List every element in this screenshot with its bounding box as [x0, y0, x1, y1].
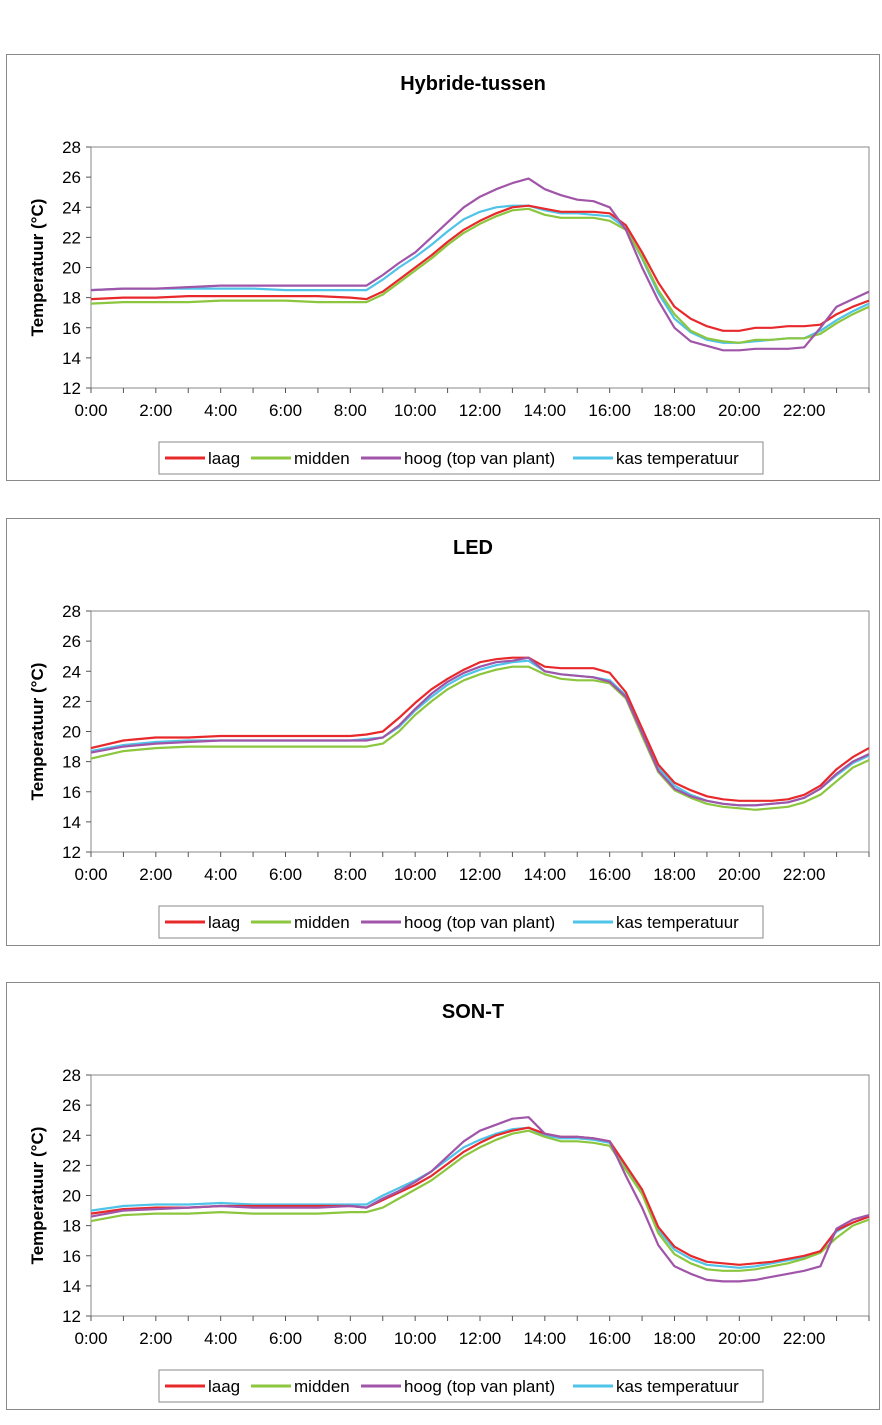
- x-tick-label: 2:00: [139, 401, 172, 420]
- y-tick-label: 20: [62, 1187, 81, 1206]
- series-line-midden: [90, 1129, 870, 1272]
- y-tick-label: 12: [62, 843, 81, 862]
- legend-label: laag: [208, 1377, 240, 1396]
- chart-panel-son-t: SON-T 12 14 16 18 20 22 24 26 28 Temperatuur (°C) 0…: [6, 982, 880, 1410]
- y-tick-label: 14: [62, 1277, 81, 1296]
- x-tick-label: 18:00: [653, 865, 696, 884]
- x-tick-label: 22:00: [783, 865, 826, 884]
- y-axis-label: Temperatuur (°C): [28, 663, 47, 801]
- x-tick-label: 16:00: [588, 865, 631, 884]
- chart-hybride-tussen: Hybride-tussen 12 14 16 18 20 22 24 26 28 Temperat…: [28, 73, 870, 475]
- x-tick-label: 20:00: [718, 865, 761, 884]
- series-line-laag: [90, 656, 870, 802]
- legend-label: midden: [294, 449, 350, 468]
- chart-title: LED: [453, 537, 493, 559]
- chart-title: Hybride-tussen: [400, 73, 546, 95]
- plot-area: [90, 146, 870, 389]
- y-tick-label: 28: [62, 138, 81, 157]
- legend-label: laag: [208, 449, 240, 468]
- plot-area: [90, 610, 870, 853]
- x-tick-label: 20:00: [718, 401, 761, 420]
- x-tick-label: 10:00: [394, 401, 437, 420]
- x-tick-label: 2:00: [139, 1329, 172, 1348]
- chart-panel-led: LED 12 14 16 18 20 22 24 26 28 Temperatuur (°C) 0:0…: [6, 518, 880, 946]
- y-tick-label: 22: [62, 228, 81, 247]
- x-tick-label: 14:00: [524, 1329, 567, 1348]
- y-tick-label: 20: [62, 259, 81, 278]
- series-line-kas: [90, 1126, 870, 1269]
- x-tick-label: 12:00: [459, 1329, 502, 1348]
- x-tick-label: 14:00: [524, 401, 567, 420]
- series-line-hoog: [90, 656, 870, 807]
- x-tick-label: 8:00: [334, 865, 367, 884]
- legend-label: kas temperatuur: [616, 913, 739, 932]
- y-tick-label: 28: [62, 1066, 81, 1085]
- x-tick-label: 4:00: [204, 1329, 237, 1348]
- x-tick-label: 10:00: [394, 865, 437, 884]
- legend-label: kas temperatuur: [616, 1377, 739, 1396]
- x-tick-label: 12:00: [459, 865, 502, 884]
- y-tick-label: 16: [62, 1247, 81, 1266]
- y-tick-label: 18: [62, 753, 81, 772]
- x-tick-label: 16:00: [588, 401, 631, 420]
- plot-area: [90, 1074, 870, 1317]
- y-tick-label: 14: [62, 813, 81, 832]
- x-tick-label: 0:00: [74, 1329, 107, 1348]
- y-tick-label: 22: [62, 1156, 81, 1175]
- series-line-hoog: [90, 177, 870, 352]
- y-tick-label: 26: [62, 1096, 81, 1115]
- x-tick-label: 4:00: [204, 401, 237, 420]
- series-line-hoog: [90, 1116, 870, 1283]
- legend-label: laag: [208, 913, 240, 932]
- y-tick-label: 26: [62, 168, 81, 187]
- y-tick-label: 28: [62, 602, 81, 621]
- y-tick-label: 24: [62, 662, 81, 681]
- legend-label: midden: [294, 1377, 350, 1396]
- chart-title: SON-T: [442, 1001, 504, 1023]
- y-tick-label: 24: [62, 1126, 81, 1145]
- x-tick-label: 18:00: [653, 1329, 696, 1348]
- x-tick-label: 14:00: [524, 865, 567, 884]
- x-tick-label: 6:00: [269, 1329, 302, 1348]
- y-tick-label: 26: [62, 632, 81, 651]
- y-tick-label: 22: [62, 692, 81, 711]
- y-tick-label: 12: [62, 379, 81, 398]
- y-tick-label: 16: [62, 319, 81, 338]
- x-tick-label: 22:00: [783, 1329, 826, 1348]
- x-tick-label: 12:00: [459, 401, 502, 420]
- y-tick-label: 24: [62, 198, 81, 217]
- chart-son-t: SON-T 12 14 16 18 20 22 24 26 28 Temperatuur (°C) 0…: [28, 1001, 870, 1403]
- x-tick-label: 8:00: [334, 401, 367, 420]
- x-tick-label: 8:00: [334, 1329, 367, 1348]
- chart-led: LED 12 14 16 18 20 22 24 26 28 Temperatuur (°C) 0:0…: [28, 537, 870, 939]
- y-tick-label: 16: [62, 783, 81, 802]
- y-tick-label: 20: [62, 723, 81, 742]
- y-axis-label: Temperatuur (°C): [28, 1127, 47, 1265]
- x-tick-label: 4:00: [204, 865, 237, 884]
- x-tick-label: 2:00: [139, 865, 172, 884]
- y-tick-label: 12: [62, 1307, 81, 1326]
- x-tick-label: 16:00: [588, 1329, 631, 1348]
- x-tick-label: 0:00: [74, 401, 107, 420]
- chart-panel-hybride-tussen: Hybride-tussen 12 14 16 18 20 22 24 26 28 Temperat…: [6, 54, 880, 481]
- series-line-midden: [90, 665, 870, 811]
- series-line-laag: [90, 204, 870, 332]
- x-tick-label: 6:00: [269, 401, 302, 420]
- legend-label: hoog (top van plant): [404, 1377, 555, 1396]
- legend-label: hoog (top van plant): [404, 449, 555, 468]
- x-tick-label: 18:00: [653, 401, 696, 420]
- y-tick-label: 18: [62, 289, 81, 308]
- legend-label: midden: [294, 913, 350, 932]
- legend-label: kas temperatuur: [616, 449, 739, 468]
- x-tick-label: 0:00: [74, 865, 107, 884]
- legend-label: hoog (top van plant): [404, 913, 555, 932]
- y-tick-label: 14: [62, 349, 81, 368]
- series-line-midden: [90, 207, 870, 344]
- x-tick-label: 22:00: [783, 401, 826, 420]
- y-tick-label: 18: [62, 1217, 81, 1236]
- x-tick-label: 20:00: [718, 1329, 761, 1348]
- x-tick-label: 10:00: [394, 1329, 437, 1348]
- y-axis-label: Temperatuur (°C): [28, 199, 47, 337]
- x-tick-label: 6:00: [269, 865, 302, 884]
